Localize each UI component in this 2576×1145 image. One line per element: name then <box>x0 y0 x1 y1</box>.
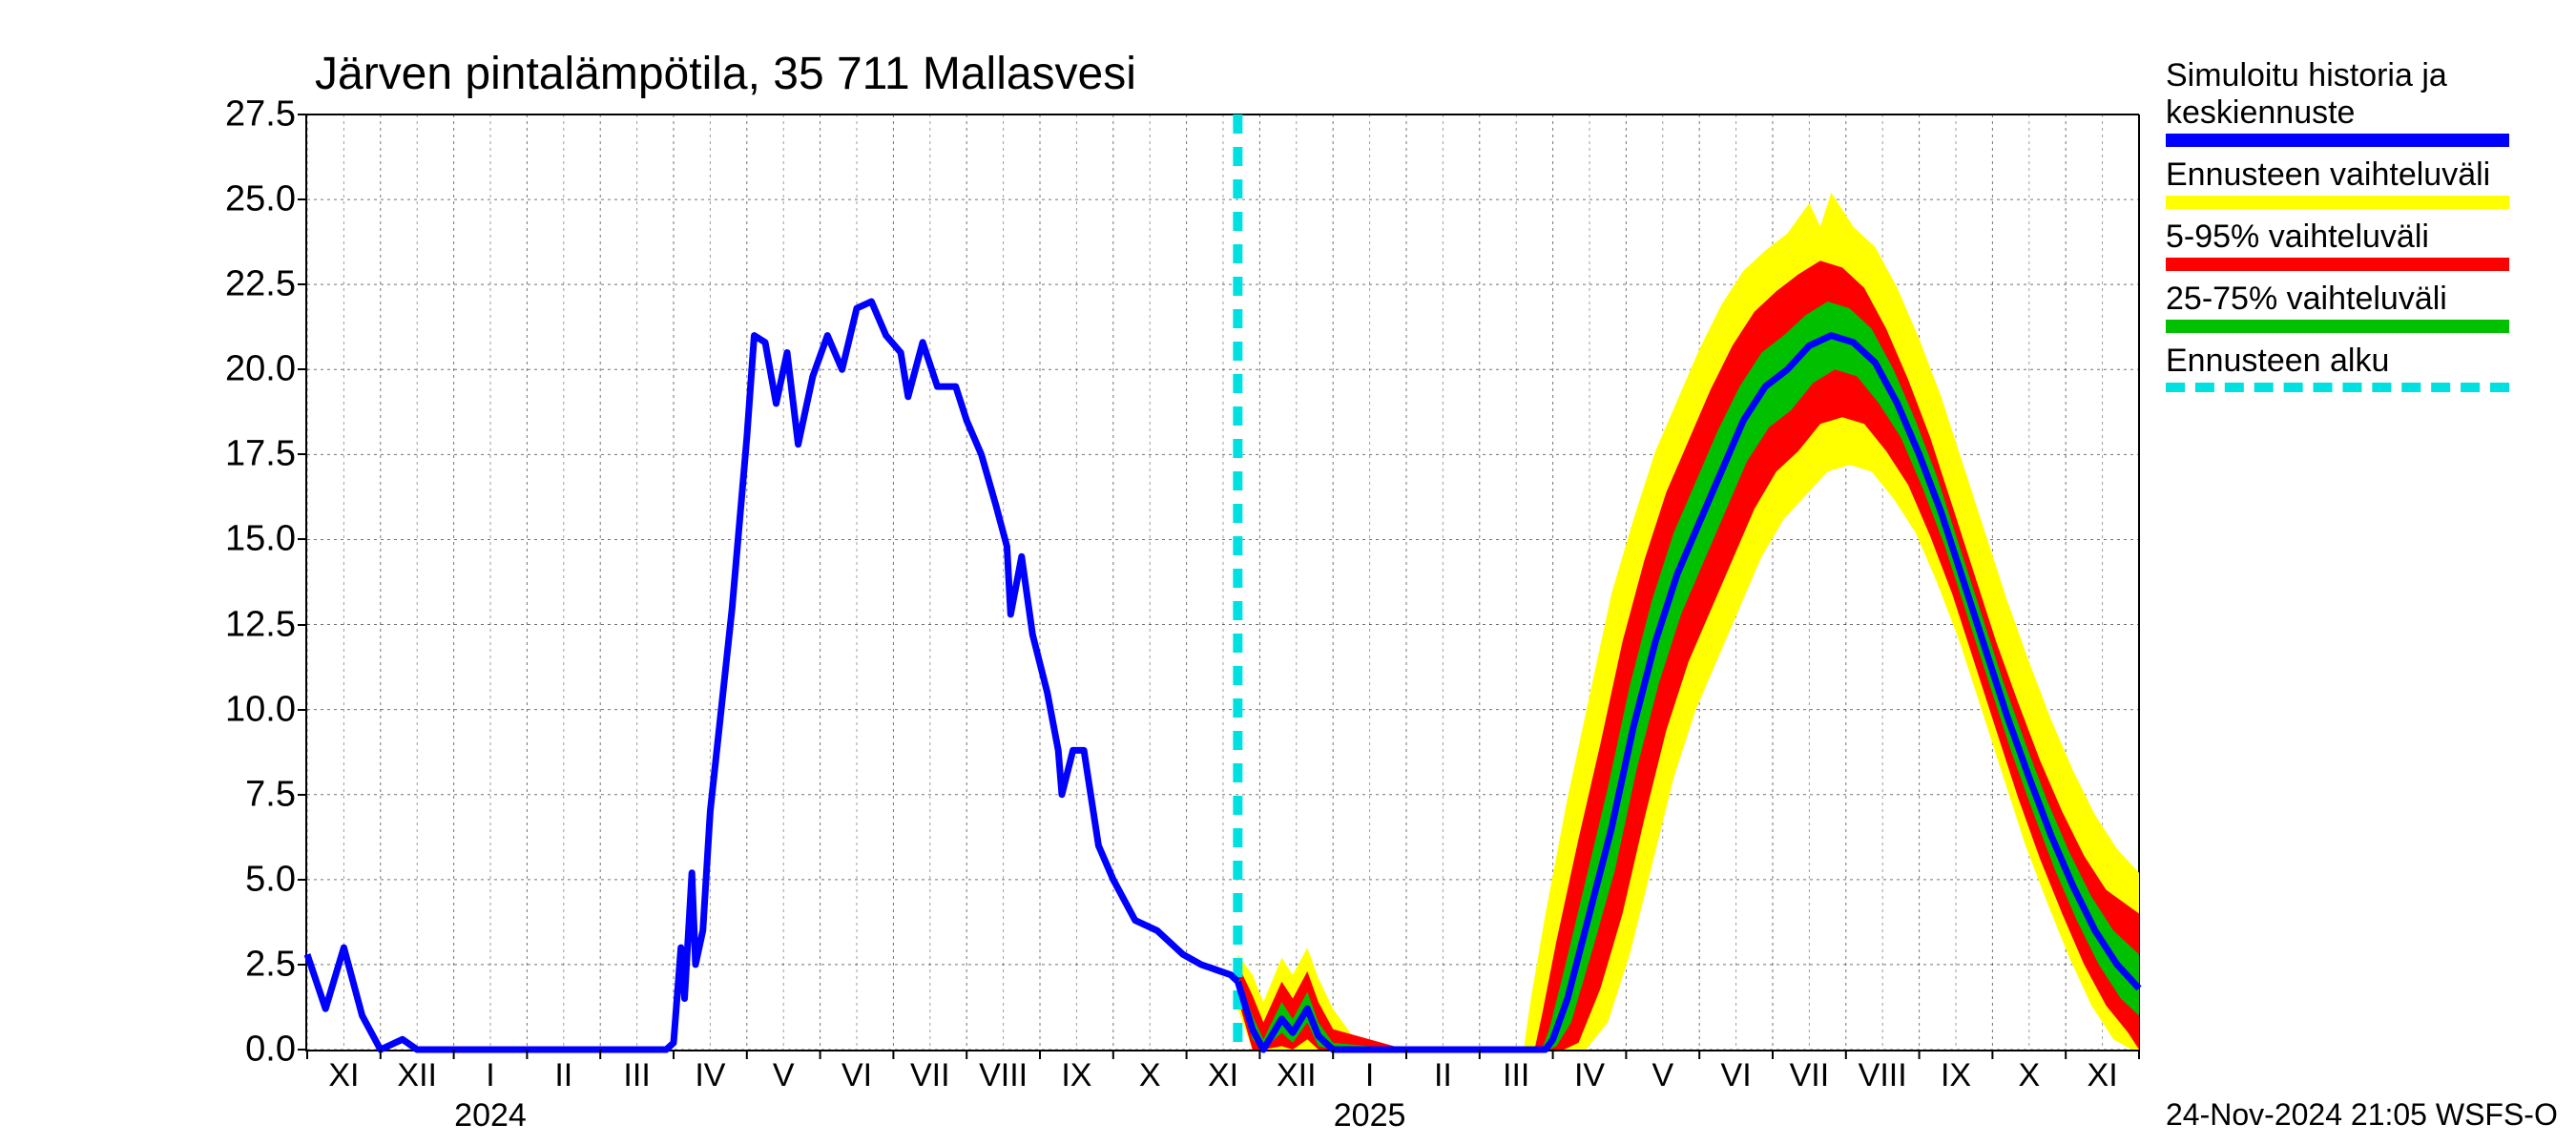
legend-swatch <box>2166 258 2509 271</box>
x-tick-label: IX <box>1941 1057 1971 1094</box>
y-tick-label: 7.5 <box>245 774 296 815</box>
x-tick-label: VIII <box>1859 1057 1907 1094</box>
legend-item: Ennusteen alku <box>2166 343 2509 391</box>
x-tick-label: I <box>1365 1057 1374 1094</box>
legend-label: Simuloitu historia ja <box>2166 57 2509 94</box>
legend-item: Ennusteen vaihteluväli <box>2166 156 2509 209</box>
y-tick-label: 12.5 <box>225 604 296 645</box>
x-tick-label: X <box>2018 1057 2040 1094</box>
legend-label: Ennusteen alku <box>2166 343 2509 380</box>
x-tick-label: XI <box>1208 1057 1238 1094</box>
y-tick-label: 20.0 <box>225 349 296 390</box>
legend-label: keskiennuste <box>2166 94 2509 132</box>
y-tick-label: 17.5 <box>225 434 296 475</box>
footer-timestamp: 24-Nov-2024 21:05 WSFS-O <box>2166 1097 2558 1133</box>
x-year-label: 2024 <box>454 1097 527 1135</box>
legend-swatch <box>2166 320 2509 333</box>
legend-label: Ennusteen vaihteluväli <box>2166 156 2509 194</box>
x-tick-label: II <box>554 1057 572 1094</box>
legend-item: 25-75% vaihteluväli <box>2166 281 2509 333</box>
y-tick-label: 15.0 <box>225 519 296 560</box>
y-tick-label: 25.0 <box>225 179 296 220</box>
x-tick-label: II <box>1434 1057 1452 1094</box>
x-tick-label: XI <box>2088 1057 2118 1094</box>
y-tick-label: 5.0 <box>245 859 296 900</box>
plot-svg <box>307 114 2139 1061</box>
legend-swatch <box>2166 196 2509 209</box>
x-tick-label: VII <box>1790 1057 1830 1094</box>
chart-container: Järven pintalämpötila / Water temperatur… <box>0 0 2576 1145</box>
legend-item: 5-95% vaihteluväli <box>2166 219 2509 271</box>
x-tick-label: VIII <box>979 1057 1028 1094</box>
x-tick-label: V <box>1652 1057 1673 1094</box>
x-tick-label: XII <box>1277 1057 1317 1094</box>
chart-title: Järven pintalämpötila, 35 711 Mallasvesi <box>315 48 1136 100</box>
x-tick-label: V <box>773 1057 795 1094</box>
legend-swatch <box>2166 383 2509 392</box>
x-tick-label: III <box>623 1057 650 1094</box>
legend-label: 25-75% vaihteluväli <box>2166 281 2509 318</box>
x-tick-label: XII <box>397 1057 437 1094</box>
x-tick-label: IX <box>1061 1057 1091 1094</box>
x-tick-label: VII <box>910 1057 950 1094</box>
y-tick-label: 22.5 <box>225 264 296 305</box>
legend-item: Simuloitu historia jakeskiennuste <box>2166 57 2509 147</box>
plot-area: 0.02.55.07.510.012.515.017.520.022.525.0… <box>305 114 2139 1051</box>
x-year-label: 2025 <box>1334 1097 1406 1135</box>
x-tick-label: III <box>1503 1057 1529 1094</box>
x-tick-label: IV <box>695 1057 725 1094</box>
y-tick-label: 10.0 <box>225 689 296 730</box>
y-tick-label: 0.0 <box>245 1030 296 1071</box>
legend: Simuloitu historia jakeskiennuste Ennuste… <box>2166 57 2509 402</box>
x-tick-label: VI <box>841 1057 872 1094</box>
x-tick-label: X <box>1139 1057 1161 1094</box>
x-tick-label: XI <box>328 1057 359 1094</box>
x-tick-label: IV <box>1574 1057 1605 1094</box>
x-tick-label: VI <box>1721 1057 1752 1094</box>
legend-swatch <box>2166 134 2509 147</box>
y-tick-label: 27.5 <box>225 94 296 135</box>
y-tick-label: 2.5 <box>245 944 296 985</box>
legend-label: 5-95% vaihteluväli <box>2166 219 2509 256</box>
x-tick-label: I <box>486 1057 494 1094</box>
